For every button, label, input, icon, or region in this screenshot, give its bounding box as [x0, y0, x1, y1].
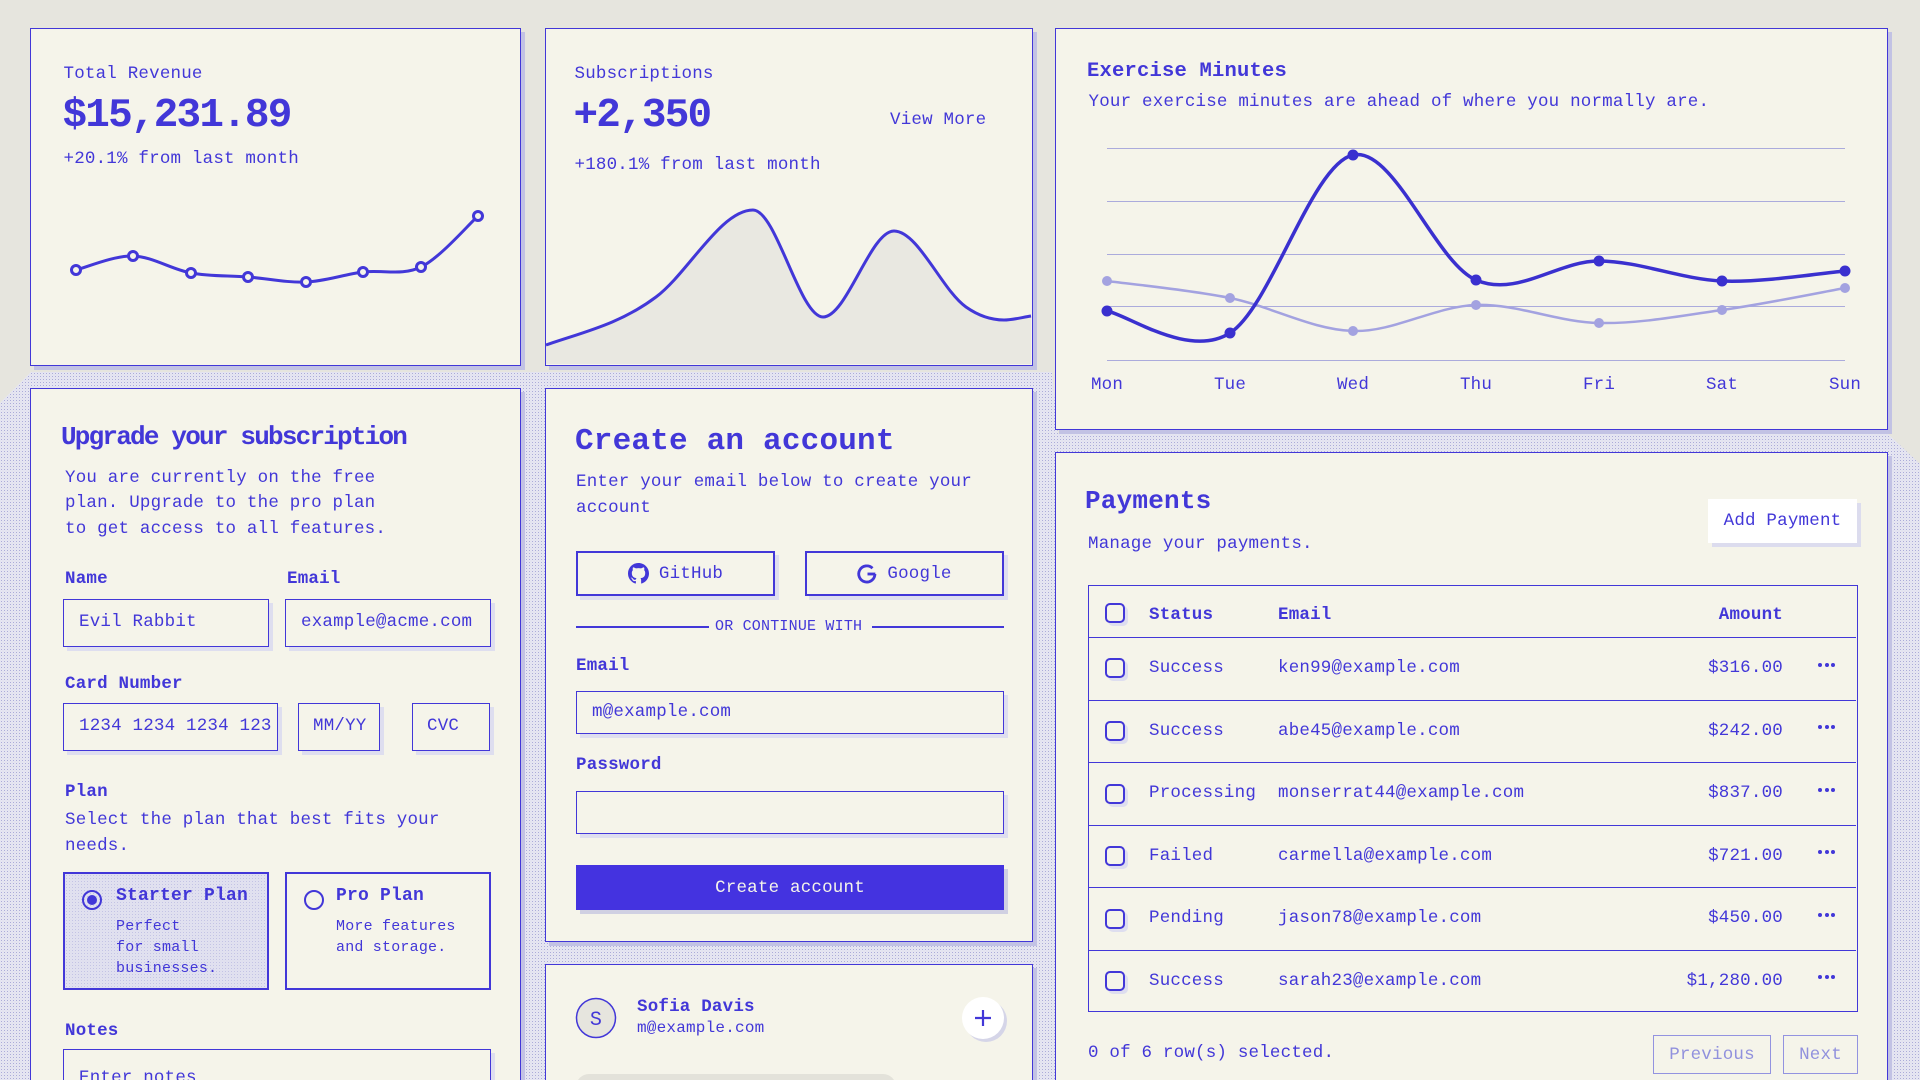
- svg-text:S: S: [590, 1009, 602, 1032]
